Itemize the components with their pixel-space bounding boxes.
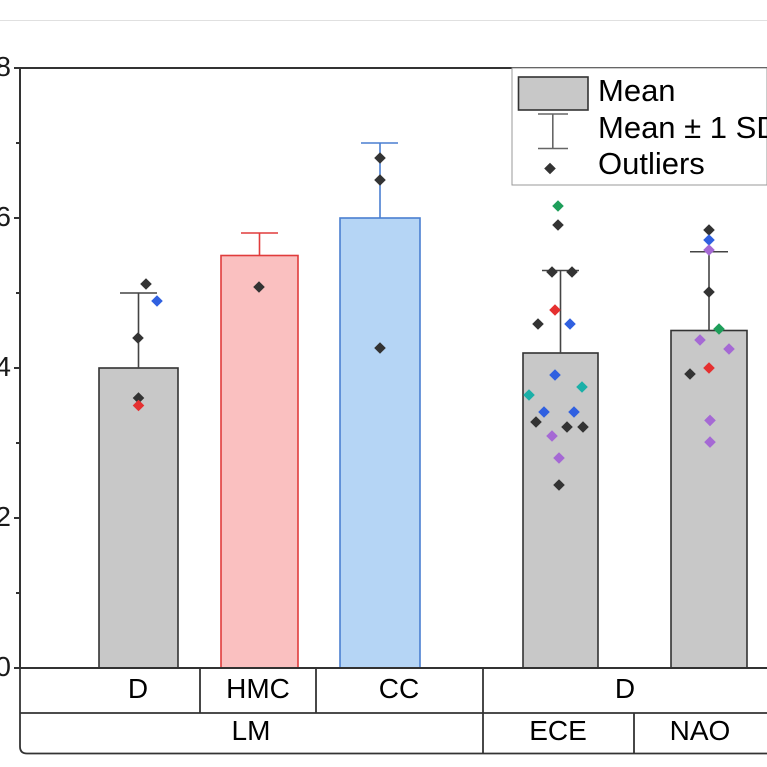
svg-text:Outliers: Outliers — [598, 146, 705, 181]
svg-text:4: 4 — [0, 351, 11, 382]
svg-text:8: 8 — [0, 51, 11, 82]
svg-text:NAO: NAO — [670, 715, 731, 746]
svg-text:CC: CC — [379, 673, 419, 704]
svg-text:Mean ± 1 SD: Mean ± 1 SD — [598, 110, 767, 145]
svg-text:0: 0 — [0, 651, 11, 682]
svg-text:LM: LM — [232, 715, 271, 746]
svg-text:6: 6 — [0, 201, 11, 232]
svg-text:Mean: Mean — [598, 73, 676, 108]
svg-text:2: 2 — [0, 501, 11, 532]
svg-text:HMC: HMC — [226, 673, 290, 704]
svg-text:ECE: ECE — [529, 715, 587, 746]
svg-text:D: D — [128, 673, 148, 704]
svg-text:D: D — [615, 673, 635, 704]
